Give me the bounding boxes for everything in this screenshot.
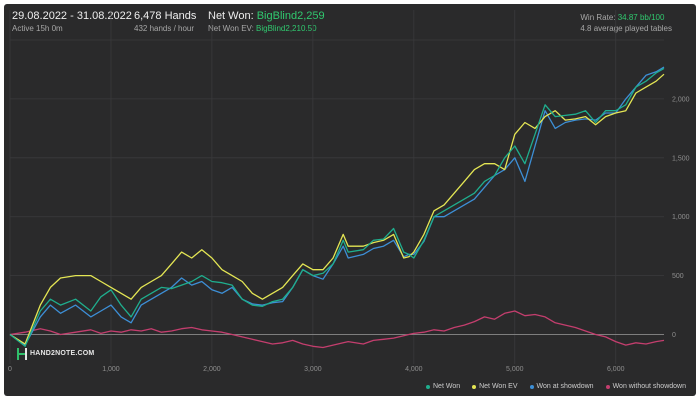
series-line-net-won xyxy=(9,67,665,347)
legend-label: Net Won xyxy=(433,383,461,390)
net-won-ev: Net Won EV: BigBlind2,210.50 xyxy=(208,23,325,34)
net-won-label: Net Won: xyxy=(208,10,254,22)
hand2note-logo-text: HAND2NOTE.COM xyxy=(30,349,95,357)
legend-swatch-icon xyxy=(529,384,534,389)
legend-swatch-icon xyxy=(605,384,610,389)
legend-item[interactable]: Won without showdown xyxy=(605,383,686,390)
active-time: Active 15h 0m xyxy=(12,24,63,33)
legend-label: Won at showdown xyxy=(536,383,594,390)
x-tick-label: 1,000 xyxy=(102,366,120,373)
x-tick-label: 5,000 xyxy=(506,366,524,373)
legend-swatch-icon xyxy=(426,384,430,389)
graph-panel: 29.08.2022 - 31.08.2022 Active 15h 0m 6,… xyxy=(4,4,696,396)
win-rate-label: Win Rate: xyxy=(580,13,616,22)
series-line-net-won-ev xyxy=(9,73,665,345)
y-tick-label: 1,000 xyxy=(672,214,690,221)
win-rate-block: Win Rate: 34.87 bb/100 4.8 average playe… xyxy=(580,12,672,34)
net-won-value: BigBlind2,259 xyxy=(256,10,325,22)
net-won-ev-value: BigBlind2,210.50 xyxy=(256,24,317,33)
hand2note-logo: HAND2NOTE.COM xyxy=(17,347,95,360)
legend-label: Net Won EV xyxy=(479,383,518,390)
net-won-block: Net Won: BigBlind2,259 Net Won EV: BigBl… xyxy=(208,10,325,34)
x-tick-label: 6,000 xyxy=(607,366,625,373)
win-rate-value: 34.87 bb/100 xyxy=(617,13,665,22)
x-tick-label: 4,000 xyxy=(405,366,423,373)
y-tick-label: 2,000 xyxy=(672,96,690,103)
legend-swatch-icon xyxy=(472,384,477,389)
y-tick-label: 1,500 xyxy=(672,155,690,162)
date-range: 29.08.2022 - 31.08.2022 xyxy=(12,10,132,22)
profit-graph: 0 1,000 2,000 3,000 4,000 5,000 6,000 0 500 1,000… xyxy=(8,10,690,373)
y-tick-label: 500 xyxy=(672,273,684,280)
x-tick-label: 0 xyxy=(8,366,12,373)
net-won: Net Won: BigBlind2,259 xyxy=(208,10,325,23)
average-tables: 4.8 average played tables xyxy=(580,24,672,33)
legend-item[interactable]: Won at showdown xyxy=(529,383,594,390)
x-tick-label: 2,000 xyxy=(203,366,221,373)
hand2note-logo-icon xyxy=(17,347,27,360)
date-range-block: 29.08.2022 - 31.08.2022 Active 15h 0m xyxy=(12,10,132,34)
series-line-won-at-showdown xyxy=(9,66,665,346)
legend-item[interactable]: Net Won EV xyxy=(472,383,518,390)
hands-per-hour: 432 hands / hour xyxy=(134,24,195,33)
hands-block: 6,478 Hands 432 hands / hour xyxy=(134,10,196,34)
y-tick-label: 0 xyxy=(672,332,676,339)
legend-item[interactable]: Net Won xyxy=(426,383,460,390)
legend-label: Won without showdown xyxy=(612,383,686,390)
net-won-ev-label: Net Won EV: xyxy=(208,24,254,33)
x-tick-label: 3,000 xyxy=(304,366,322,373)
chart-legend: Net Won Net Won EV Won at showdown Won with… xyxy=(426,383,686,390)
win-rate: Win Rate: 34.87 bb/100 xyxy=(580,12,672,23)
hands-count: 6,478 Hands xyxy=(134,10,197,22)
series-line-won-without-showdown xyxy=(9,310,665,349)
